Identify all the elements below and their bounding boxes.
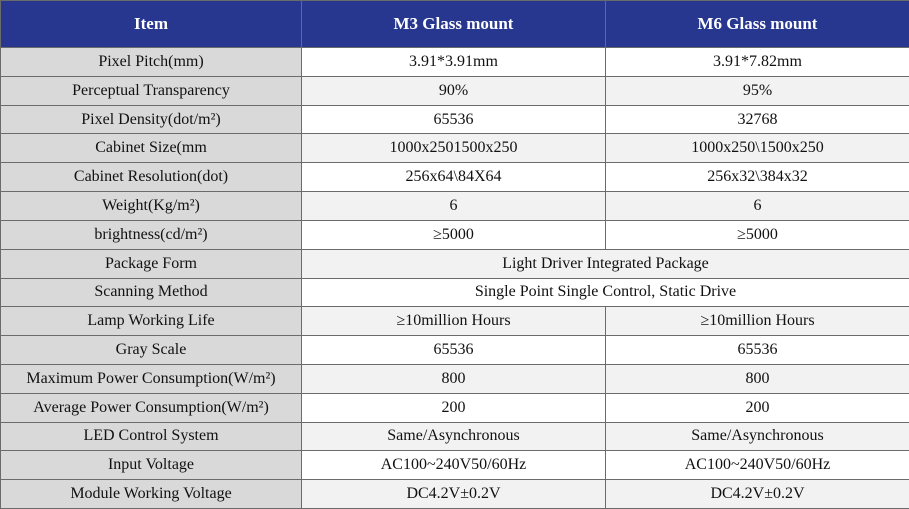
row-label: Input Voltage	[0, 450, 302, 481]
row-label: Maximum Power Consumption(W/m²)	[0, 363, 302, 394]
cell: 90%	[301, 75, 606, 106]
table-row: Cabinet Resolution(dot) 256x64\84X64 256x3…	[0, 162, 909, 193]
table-row: Cabinet Size(mm 1000x2501500x250 1000x250\…	[0, 133, 909, 164]
table-row: Module Working Voltage DC4.2V±0.2V DC4.2V±…	[0, 479, 909, 509]
table-row: brightness(cd/m²) ≥5000 ≥5000	[0, 219, 909, 250]
row-label: Weight(Kg/m²)	[0, 191, 302, 221]
cell: AC100~240V50/60Hz	[605, 450, 909, 481]
cell: 200	[605, 392, 909, 423]
header-cell: M3 Glass mount	[301, 0, 606, 48]
cell: 65536	[301, 104, 606, 135]
header-cell: M6 Glass mount	[605, 0, 909, 48]
table-row: Package Form Light Driver Integrated Pack…	[0, 248, 909, 279]
cell: 800	[301, 363, 606, 394]
cell: 95%	[605, 75, 909, 106]
cell: 65536	[301, 335, 606, 365]
cell: Light Driver Integrated Package	[301, 248, 909, 279]
row-label: LED Control System	[0, 421, 302, 452]
cell: 800	[605, 363, 909, 394]
row-label: Module Working Voltage	[0, 479, 302, 509]
cell: ≥5000	[605, 219, 909, 250]
cell: ≥10million Hours	[605, 306, 909, 337]
cell: 1000x250\1500x250	[605, 133, 909, 164]
cell: Same/Asynchronous	[301, 421, 606, 452]
row-label: Cabinet Resolution(dot)	[0, 162, 302, 193]
cell: AC100~240V50/60Hz	[301, 450, 606, 481]
cell: ≥5000	[301, 219, 606, 250]
row-label: brightness(cd/m²)	[0, 219, 302, 250]
cell: 256x64\84X64	[301, 162, 606, 193]
cell: DC4.2V±0.2V	[605, 479, 909, 509]
cell: 6	[301, 191, 606, 221]
cell: Single Point Single Control, Static Driv…	[301, 277, 909, 308]
header-cell: Item	[0, 0, 302, 48]
table-row: Input Voltage AC100~240V50/60Hz AC100~240V…	[0, 450, 909, 481]
cell: 256x32\384x32	[605, 162, 909, 193]
table-row: LED Control System Same/Asynchronous Same/…	[0, 421, 909, 452]
cell: Same/Asynchronous	[605, 421, 909, 452]
table-row: Average Power Consumption(W/m²) 200 200	[0, 392, 909, 423]
table-row: Pixel Pitch(mm) 3.91*3.91mm 3.91*7.82mm	[0, 47, 909, 77]
row-label: Pixel Pitch(mm)	[0, 47, 302, 77]
cell: 200	[301, 392, 606, 423]
cell: 6	[605, 191, 909, 221]
row-label: Cabinet Size(mm	[0, 133, 302, 164]
table-row: Gray Scale 65536 65536	[0, 335, 909, 365]
cell: 65536	[605, 335, 909, 365]
cell: ≥10million Hours	[301, 306, 606, 337]
row-label: Scanning Method	[0, 277, 302, 308]
row-label: Package Form	[0, 248, 302, 279]
row-label: Lamp Working Life	[0, 306, 302, 337]
row-label: Gray Scale	[0, 335, 302, 365]
table-row: Scanning Method Single Point Single Contr…	[0, 277, 909, 308]
table-row: Maximum Power Consumption(W/m²) 800 800	[0, 363, 909, 394]
table-row: Perceptual Transparency 90% 95%	[0, 75, 909, 106]
table-row: Weight(Kg/m²) 6 6	[0, 191, 909, 221]
header-row: Item M3 Glass mount M6 Glass mount	[0, 0, 909, 48]
row-label: Pixel Density(dot/m²)	[0, 104, 302, 135]
row-label: Perceptual Transparency	[0, 75, 302, 106]
cell: 1000x2501500x250	[301, 133, 606, 164]
cell: 32768	[605, 104, 909, 135]
table-row: Pixel Density(dot/m²) 65536 32768	[0, 104, 909, 135]
cell: 3.91*3.91mm	[301, 47, 606, 77]
cell: DC4.2V±0.2V	[301, 479, 606, 509]
table-row: Lamp Working Life ≥10million Hours ≥10mill…	[0, 306, 909, 337]
row-label: Average Power Consumption(W/m²)	[0, 392, 302, 423]
cell: 3.91*7.82mm	[605, 47, 909, 77]
